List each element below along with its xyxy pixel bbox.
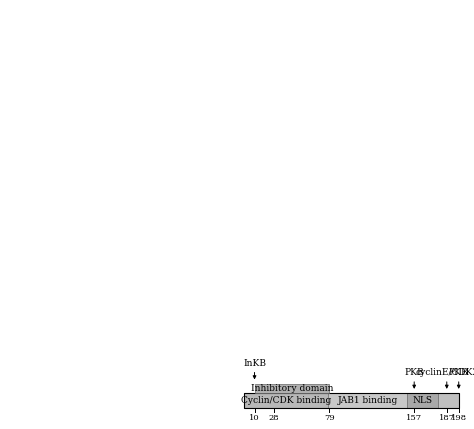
Bar <box>407 393 439 408</box>
Text: PKB: PKB <box>404 368 424 377</box>
Text: 187: 187 <box>439 414 455 422</box>
Text: NLS: NLS <box>413 396 433 405</box>
Text: JAB1 binding: JAB1 binding <box>338 396 398 405</box>
Bar <box>328 393 408 408</box>
Text: Cyclin/CDK binding: Cyclin/CDK binding <box>241 396 332 405</box>
Text: 157: 157 <box>406 414 422 422</box>
Text: 28: 28 <box>269 414 279 422</box>
Text: PKB: PKB <box>449 368 468 377</box>
Bar <box>255 384 329 393</box>
Text: 10: 10 <box>249 414 260 422</box>
Bar <box>244 393 329 408</box>
Bar <box>244 393 459 408</box>
Text: InKB: InKB <box>243 359 266 368</box>
Text: 79: 79 <box>324 414 335 422</box>
Text: 198: 198 <box>451 414 467 422</box>
Text: cyclinE/CDK2: cyclinE/CDK2 <box>415 368 474 377</box>
Bar <box>438 393 459 408</box>
Text: Inhibitory domain: Inhibitory domain <box>251 384 333 393</box>
